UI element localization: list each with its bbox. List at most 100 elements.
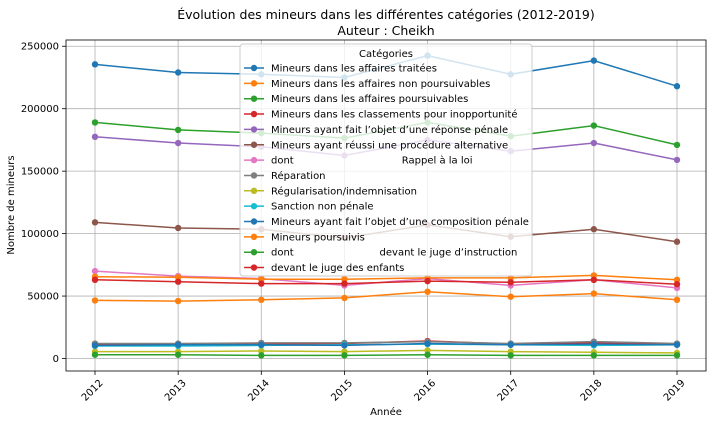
legend-marker: [250, 187, 258, 194]
legend-label: Mineurs ayant fait l’objet d’une composi…: [271, 216, 529, 228]
data-point: [91, 61, 99, 68]
chart-title: Évolution des mineurs dans les différent…: [177, 7, 594, 22]
data-point: [590, 272, 598, 279]
legend-label: Mineurs dans les affaires poursuivables: [271, 94, 468, 105]
data-point: [174, 126, 182, 134]
legend-label: Mineurs dans les affaires traitées: [271, 63, 437, 75]
y-tick-label: 250000: [21, 42, 59, 53]
data-point: [341, 342, 348, 349]
legend-label: Sanction non pénale: [271, 201, 374, 213]
series: [91, 351, 681, 359]
legend-label: Mineurs dans les affaires non poursuivab…: [271, 79, 490, 90]
data-point: [174, 139, 182, 147]
legend-label: devant le juge des enfants: [271, 263, 404, 274]
data-point: [91, 297, 99, 304]
series-line: [95, 349, 678, 354]
data-point: [258, 275, 265, 283]
data-point: [507, 341, 514, 348]
series-line: [95, 354, 677, 357]
x-tick-label: 2016: [412, 378, 438, 404]
data-point: [174, 69, 182, 76]
y-axis: 0 50000 100000 150000 200000 250000: [21, 42, 66, 365]
legend-marker: [250, 110, 258, 118]
data-point: [174, 351, 182, 358]
legend-marker: [250, 126, 258, 133]
legend-label: Mineurs ayant fait l’objet d’une réponse…: [271, 124, 508, 136]
data-point: [590, 276, 598, 284]
data-point: [673, 280, 681, 288]
legend-item: Mineurs ayant fait l’objet d’une réponse…: [244, 124, 508, 136]
legend-label: Régularisation/indemnisation: [271, 185, 417, 197]
data-point: [341, 352, 348, 359]
x-tick-label: 2019: [662, 378, 688, 404]
y-tick-label: 50000: [27, 292, 59, 303]
data-point: [424, 277, 431, 285]
data-point: [258, 347, 265, 355]
x-tick-label: 2017: [496, 378, 522, 404]
legend-label: Mineurs ayant réussi une procédure alter…: [271, 139, 508, 151]
data-point: [174, 341, 182, 348]
data-point: [341, 294, 348, 302]
data-point: [507, 293, 514, 300]
legend-item: Réparation: [244, 170, 326, 182]
series-line: [94, 290, 678, 302]
legend-item: Mineurs dans les affaires non poursuivab…: [244, 79, 490, 90]
data-point: [91, 219, 99, 226]
data-point: [673, 352, 681, 359]
legend-item: Mineurs poursuivis: [244, 232, 365, 243]
legend-item: devant le juge des enfants: [244, 263, 404, 274]
data-point: [590, 122, 598, 129]
chart-subtitle: Auteur : Cheikh: [337, 23, 434, 38]
data-point: [424, 340, 431, 347]
legend-marker: [250, 218, 258, 225]
data-point: [590, 352, 598, 359]
data-point: [424, 288, 431, 295]
legend-title: Catégories: [359, 48, 413, 60]
series: [91, 288, 681, 305]
legend-item: Sanction non pénale: [244, 201, 374, 213]
data-point: [590, 57, 598, 64]
legend-marker: [250, 141, 258, 148]
data-point: [673, 238, 681, 245]
plot-frame: [65, 39, 707, 372]
data-point: [673, 141, 681, 149]
data-point: [91, 342, 99, 349]
data-point: [590, 226, 598, 233]
legend-marker: [250, 80, 258, 87]
data-point: [673, 296, 681, 304]
data-point: [424, 351, 431, 358]
legend-item: dont devant le juge d’instruction: [244, 248, 517, 259]
legend-item: Mineurs dans les affaires traitées: [244, 63, 437, 75]
legend-item: dont Rappel à la loi: [244, 155, 473, 167]
data-point: [673, 156, 681, 164]
x-tick-label: 2014: [246, 378, 272, 404]
legend-marker: [250, 64, 258, 72]
data-point: [673, 83, 681, 90]
series-line: [94, 274, 678, 281]
legend-marker: [250, 249, 258, 256]
x-axis: 2012 2013 2014 2015 2016 2017 2018 2019: [80, 371, 688, 404]
x-axis-label: Année: [370, 406, 402, 418]
data-point: [590, 290, 598, 297]
legend-marker: [250, 202, 258, 210]
data-point: [174, 224, 182, 232]
x-tick-label: 2013: [163, 378, 189, 404]
x-tick-label: 2018: [579, 378, 605, 404]
y-tick-label: 150000: [21, 167, 59, 178]
data-point: [507, 352, 514, 359]
data-point: [258, 341, 265, 348]
data-point: [91, 276, 99, 284]
data-point: [507, 279, 514, 286]
data-point: [174, 274, 182, 281]
legend-item: Mineurs ayant fait l’objet d’une composi…: [244, 216, 529, 228]
legend-item: Mineurs dans les affaires poursuivables: [244, 94, 468, 105]
series: [91, 276, 681, 288]
legend-label: dont Rappel à la loi: [271, 155, 473, 167]
series-line: [94, 279, 678, 285]
legend-label: dont devant le juge d’instruction: [271, 248, 517, 259]
legend-label: Réparation: [271, 170, 326, 182]
data-point: [341, 275, 348, 283]
legend-item: Mineurs dans les classements pour inoppo…: [244, 109, 517, 121]
data-point: [91, 133, 99, 141]
